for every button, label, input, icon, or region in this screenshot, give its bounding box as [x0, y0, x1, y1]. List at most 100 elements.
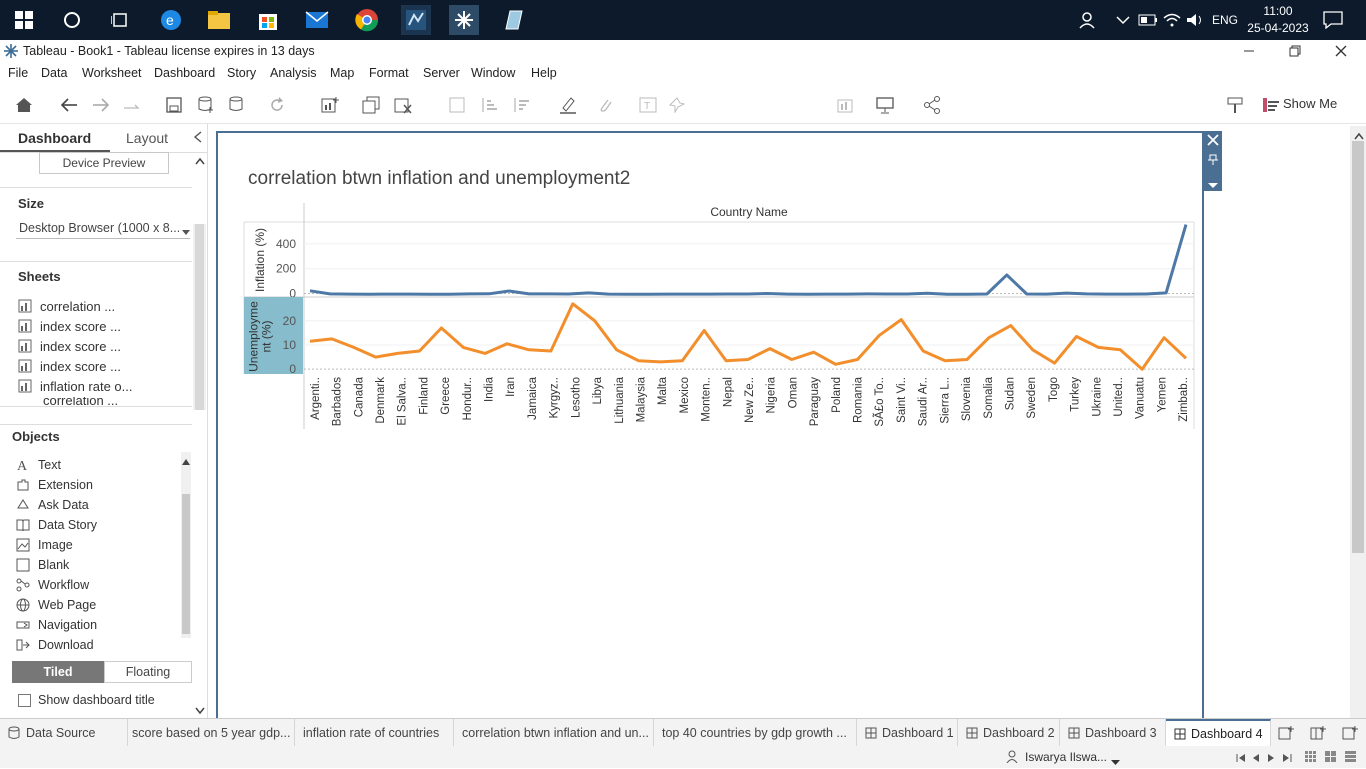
panel-scroll-down-icon[interactable] — [195, 704, 205, 718]
collapse-panel-icon[interactable] — [193, 131, 203, 146]
tab-dashboard-2[interactable]: Dashboard 2 — [958, 719, 1060, 747]
object-text[interactable]: A Text — [16, 456, 61, 474]
menu-help[interactable]: Help — [531, 66, 557, 80]
filmstrip-view-icon[interactable] — [1325, 751, 1337, 766]
tab-dashboard-3[interactable]: Dashboard 3 — [1060, 719, 1166, 747]
object-extension[interactable]: Extension — [16, 476, 93, 494]
tab-dashboard-1[interactable]: Dashboard 1 — [857, 719, 958, 747]
undo-icon[interactable] — [59, 95, 79, 115]
more-options-icon[interactable] — [1208, 178, 1218, 192]
show-me-button[interactable]: Show Me — [1283, 96, 1338, 111]
tiled-toggle[interactable]: Tiled — [12, 661, 104, 683]
menu-data[interactable]: Data — [41, 66, 68, 80]
tab-top40-sheet[interactable]: top 40 countries by gdp growth ... — [654, 719, 857, 747]
tab-data-source[interactable]: Data Source — [0, 719, 128, 747]
volume-icon[interactable] — [1180, 5, 1210, 35]
user-name[interactable]: Iswarya Ilswa... — [1025, 750, 1108, 764]
sheet-item[interactable]: inflation rate o... — [18, 377, 133, 395]
object-ask-data[interactable]: Ask Data — [16, 496, 89, 514]
prev-sheet-icon[interactable] — [1252, 752, 1260, 766]
home-icon[interactable] — [14, 95, 34, 115]
tab-layout[interactable]: Layout — [126, 130, 169, 146]
windows-start-icon[interactable] — [9, 5, 39, 35]
sort-descending-icon[interactable] — [511, 95, 531, 115]
new-dashboard-tab-icon[interactable] — [1310, 726, 1326, 743]
sql-workbench-icon[interactable] — [401, 5, 431, 35]
object-web-page[interactable]: Web Page — [16, 596, 96, 614]
menu-map[interactable]: Map — [330, 66, 355, 80]
menu-server[interactable]: Server — [423, 66, 460, 80]
task-view-icon[interactable] — [105, 5, 135, 35]
share-icon[interactable] — [922, 95, 942, 115]
wifi-icon[interactable] — [1157, 5, 1187, 35]
menu-window[interactable]: Window — [471, 66, 516, 80]
refresh-icon[interactable] — [267, 95, 287, 115]
menu-story[interactable]: Story — [227, 66, 257, 80]
tab-inflation-sheet[interactable]: inflation rate of countries — [295, 719, 454, 747]
object-data-story[interactable]: Data Story — [16, 516, 97, 534]
show-title-checkbox[interactable] — [18, 694, 31, 707]
swap-rows-columns-icon[interactable] — [447, 95, 467, 115]
show-cards-icon[interactable] — [836, 95, 856, 115]
pause-updates-icon[interactable] — [227, 95, 247, 115]
new-datasource-icon[interactable] — [196, 95, 216, 115]
file-explorer-icon[interactable] — [204, 5, 234, 35]
menu-worksheet[interactable]: Worksheet — [82, 66, 142, 80]
tab-dashboard-4[interactable]: Dashboard 4 — [1166, 719, 1271, 747]
sort-ascending-icon[interactable] — [479, 95, 499, 115]
canvas-scrollbar[interactable] — [1350, 126, 1366, 718]
language-indicator[interactable]: ENG — [1212, 13, 1239, 27]
next-sheet-icon[interactable] — [1267, 752, 1275, 766]
highlight-icon[interactable] — [558, 95, 578, 115]
battery-icon[interactable] — [1133, 5, 1163, 35]
save-icon[interactable] — [164, 95, 184, 115]
first-sheet-icon[interactable] — [1236, 752, 1246, 766]
size-dropdown[interactable]: Desktop Browser (1000 x 8... — [19, 221, 179, 235]
user-menu-chevron-icon[interactable] — [1111, 755, 1120, 769]
close-icon[interactable] — [1334, 44, 1348, 61]
tab-correlation-sheet[interactable]: correlation btwn inflation and un... — [454, 719, 654, 747]
people-icon[interactable] — [1073, 5, 1103, 35]
chevron-up-icon[interactable] — [1108, 5, 1138, 35]
menu-file[interactable]: File — [8, 66, 29, 80]
grid-view-icon[interactable] — [1305, 751, 1317, 766]
format-painter-icon[interactable] — [1225, 95, 1245, 115]
object-image[interactable]: Image — [16, 536, 73, 554]
sheet-item[interactable]: index score ... — [18, 337, 121, 355]
show-labels-icon[interactable]: T — [638, 95, 658, 115]
new-worksheet-icon[interactable] — [320, 95, 340, 115]
tabs-view-icon[interactable] — [1345, 751, 1357, 766]
show-me-icon[interactable] — [1261, 95, 1281, 115]
clock-time[interactable]: 11:00 — [1263, 4, 1293, 18]
store-icon[interactable] — [253, 5, 283, 35]
minimize-icon[interactable] — [1242, 44, 1256, 61]
group-members-icon[interactable] — [595, 95, 615, 115]
object-download[interactable]: Download — [16, 636, 94, 654]
tab-dashboard[interactable]: Dashboard — [18, 130, 92, 146]
object-navigation[interactable]: Navigation — [16, 616, 97, 634]
size-chevron-down-icon[interactable] — [182, 225, 190, 239]
menu-analysis[interactable]: Analysis — [270, 66, 317, 80]
remove-icon[interactable] — [1207, 134, 1219, 149]
object-workflow[interactable]: Workflow — [16, 576, 89, 594]
clear-sheet-icon[interactable] — [393, 95, 413, 115]
sheet-item[interactable]: index score ... — [18, 317, 121, 335]
new-worksheet-tab-icon[interactable] — [1278, 726, 1294, 743]
tableau-taskbar-icon[interactable] — [449, 5, 479, 35]
fix-axes-icon[interactable] — [667, 95, 687, 115]
correlation-chart[interactable]: correlation btwn inflation and unemploym… — [218, 133, 1202, 723]
mail-icon[interactable] — [302, 5, 332, 35]
menu-dashboard[interactable]: Dashboard — [154, 66, 216, 80]
menu-format[interactable]: Format — [369, 66, 409, 80]
objects-scrollbar[interactable] — [181, 452, 191, 638]
sheet-item[interactable]: index score ... — [18, 357, 121, 375]
edge-browser-icon[interactable]: e — [156, 5, 186, 35]
notebook-app-icon[interactable] — [498, 5, 528, 35]
redo-icon[interactable] — [91, 95, 111, 115]
pin-icon[interactable] — [1208, 154, 1218, 169]
restore-icon[interactable] — [1288, 44, 1302, 61]
last-sheet-icon[interactable] — [1282, 752, 1292, 766]
chrome-icon[interactable] — [352, 5, 382, 35]
canvas-scroll-up-icon[interactable] — [1354, 129, 1364, 143]
scroll-up-icon[interactable] — [195, 154, 205, 168]
